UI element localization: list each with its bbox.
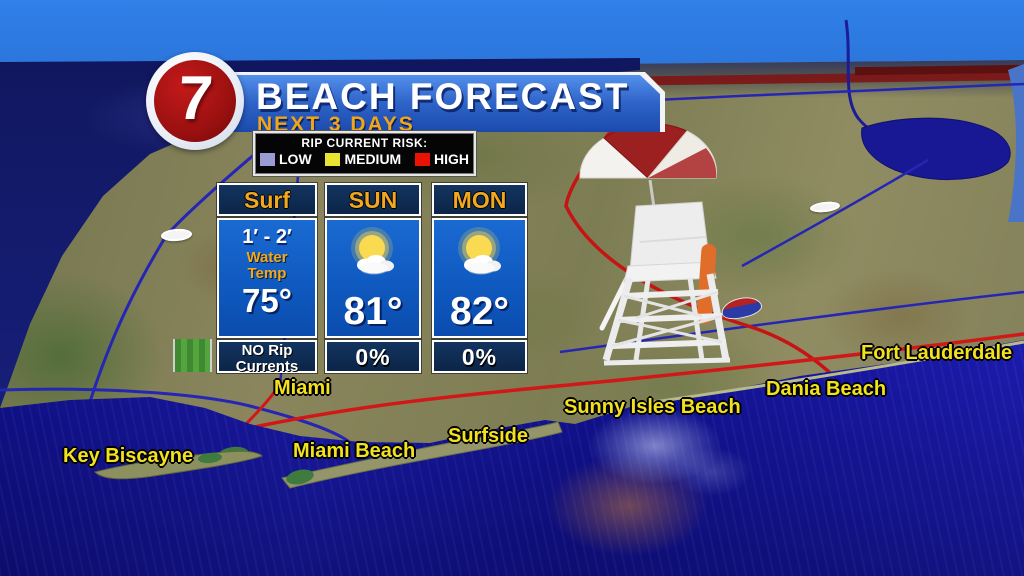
station-logo-number: 7 <box>175 64 215 133</box>
sunday-column-header: SUN <box>325 183 421 216</box>
title-banner: BEACH FORECAST NEXT 3 DAYS <box>208 72 665 132</box>
risk-medium-swatch <box>325 152 341 166</box>
surf-column-footer: NO Rip Currents <box>217 340 317 375</box>
day-title: MON <box>452 187 507 213</box>
risk-high-swatch <box>415 152 430 166</box>
station-7-logo: 7 <box>146 52 244 150</box>
water-temp-label: Water <box>246 249 288 266</box>
title-banner-inner: BEACH FORECAST NEXT 3 DAYS <box>208 75 660 132</box>
surf-height-value: 1′ - 2′ <box>242 226 292 248</box>
legend-item-high: HIGH <box>415 151 469 167</box>
day-title: SUN <box>348 187 398 213</box>
city-label: Miami Beach <box>293 440 416 462</box>
monday-column-header: MON <box>432 183 527 216</box>
beach-umbrella-icon <box>579 123 717 271</box>
legend-row: LOW MEDIUM HIGH <box>260 151 469 167</box>
legend-label: HIGH <box>434 151 469 167</box>
water-temp-label: Temp <box>247 265 287 282</box>
station-7-logo-circle: 7 <box>154 60 236 142</box>
rip-current-risk-legend: RIP CURRENT RISK: LOW MEDIUM HIGH <box>253 131 476 176</box>
city-label: Sunny Isles Beach <box>564 396 741 418</box>
high-temp-value: 81° <box>343 290 403 333</box>
page-title: BEACH FORECAST <box>256 76 630 117</box>
mostly-sunny-icon <box>351 227 394 275</box>
page-subtitle: NEXT 3 DAYS <box>257 113 415 136</box>
lifeguard-chair-icon <box>599 201 731 366</box>
monday-column-footer: 0% <box>432 340 527 373</box>
rip-current-status: Currents <box>235 358 299 375</box>
mostly-sunny-icon <box>457 227 501 275</box>
city-label: Surfside <box>448 425 529 447</box>
legend-title: RIP CURRENT RISK: <box>301 136 428 150</box>
risk-low-swatch <box>260 152 275 166</box>
legend-label: MEDIUM <box>344 151 402 167</box>
surf-column-body: 1′ - 2′ Water Temp 75° <box>217 218 317 338</box>
rain-chance-value: 0% <box>461 344 498 370</box>
high-temp-value: 82° <box>450 290 509 333</box>
city-label: Miami <box>274 377 331 399</box>
water-temp-value: 75° <box>242 282 292 319</box>
city-label: Fort Lauderdale <box>861 342 1013 364</box>
rain-chance-value: 0% <box>355 344 391 370</box>
sunday-column-body: 81° <box>325 218 421 338</box>
legend-item-low: LOW <box>260 151 312 167</box>
legend-label: LOW <box>279 151 312 167</box>
monday-column-body: 82° <box>432 218 527 338</box>
city-label: Dania Beach <box>766 378 887 400</box>
legend-item-medium: MEDIUM <box>325 151 401 167</box>
rip-current-status: NO Rip <box>241 342 293 359</box>
surf-column-header: Surf <box>217 183 317 216</box>
surf-title: Surf <box>244 187 290 213</box>
city-label: Key Biscayne <box>63 445 194 467</box>
park-patch <box>173 339 212 372</box>
sunday-column-footer: 0% <box>325 340 421 373</box>
lifeguard-scene <box>579 123 731 366</box>
